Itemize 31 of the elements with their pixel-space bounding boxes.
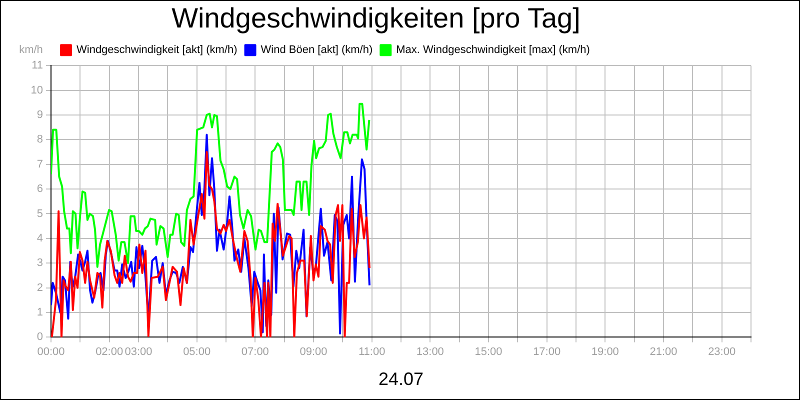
x-tick-label: 23:00 bbox=[708, 346, 736, 358]
x-tick-label: 19:00 bbox=[591, 346, 619, 358]
y-tick-label: 7 bbox=[36, 158, 43, 170]
y-tick-label: 11 bbox=[32, 60, 43, 72]
y-tick-label: 10 bbox=[30, 84, 43, 96]
x-tick-label: 09:00 bbox=[300, 346, 328, 358]
legend-label: Max. Windgeschwindigkeit [max] (km/h) bbox=[396, 44, 590, 56]
x-tick-label: 03:00 bbox=[124, 346, 152, 358]
y-tick-label: 0 bbox=[36, 331, 43, 344]
y-axis-title: km/h bbox=[19, 44, 43, 56]
y-tick-label: 8 bbox=[36, 134, 43, 146]
x-tick-label: 15:00 bbox=[474, 346, 502, 358]
legend-label: Windgeschwindigkeit [akt] (km/h) bbox=[76, 44, 238, 56]
x-tick-label: 21:00 bbox=[650, 346, 678, 358]
y-tick-label: 2 bbox=[36, 282, 43, 294]
y-tick-label: 5 bbox=[36, 208, 43, 220]
y-tick-label: 1 bbox=[36, 306, 43, 319]
x-tick-label: 11:00 bbox=[358, 346, 386, 358]
y-tick-label: 4 bbox=[36, 232, 43, 244]
x-axis-title: 24.07 bbox=[378, 369, 424, 390]
x-tick-label: 07:00 bbox=[241, 346, 269, 358]
x-tick-label: 17:00 bbox=[533, 346, 561, 358]
x-tick-label: 00:00 bbox=[37, 346, 65, 358]
y-tick-label: 3 bbox=[36, 257, 43, 270]
y-tick-label: 9 bbox=[36, 109, 43, 122]
y-tick-label: 6 bbox=[36, 183, 43, 196]
chart-title: Windgeschwindigkeiten [pro Tag] bbox=[172, 2, 580, 34]
legend-label: Wind Böen [akt] (km/h) bbox=[260, 44, 373, 56]
x-tick-label: 05:00 bbox=[183, 346, 211, 358]
x-tick-label: 02:00 bbox=[96, 346, 124, 358]
x-tick-label: 13:00 bbox=[416, 346, 444, 358]
